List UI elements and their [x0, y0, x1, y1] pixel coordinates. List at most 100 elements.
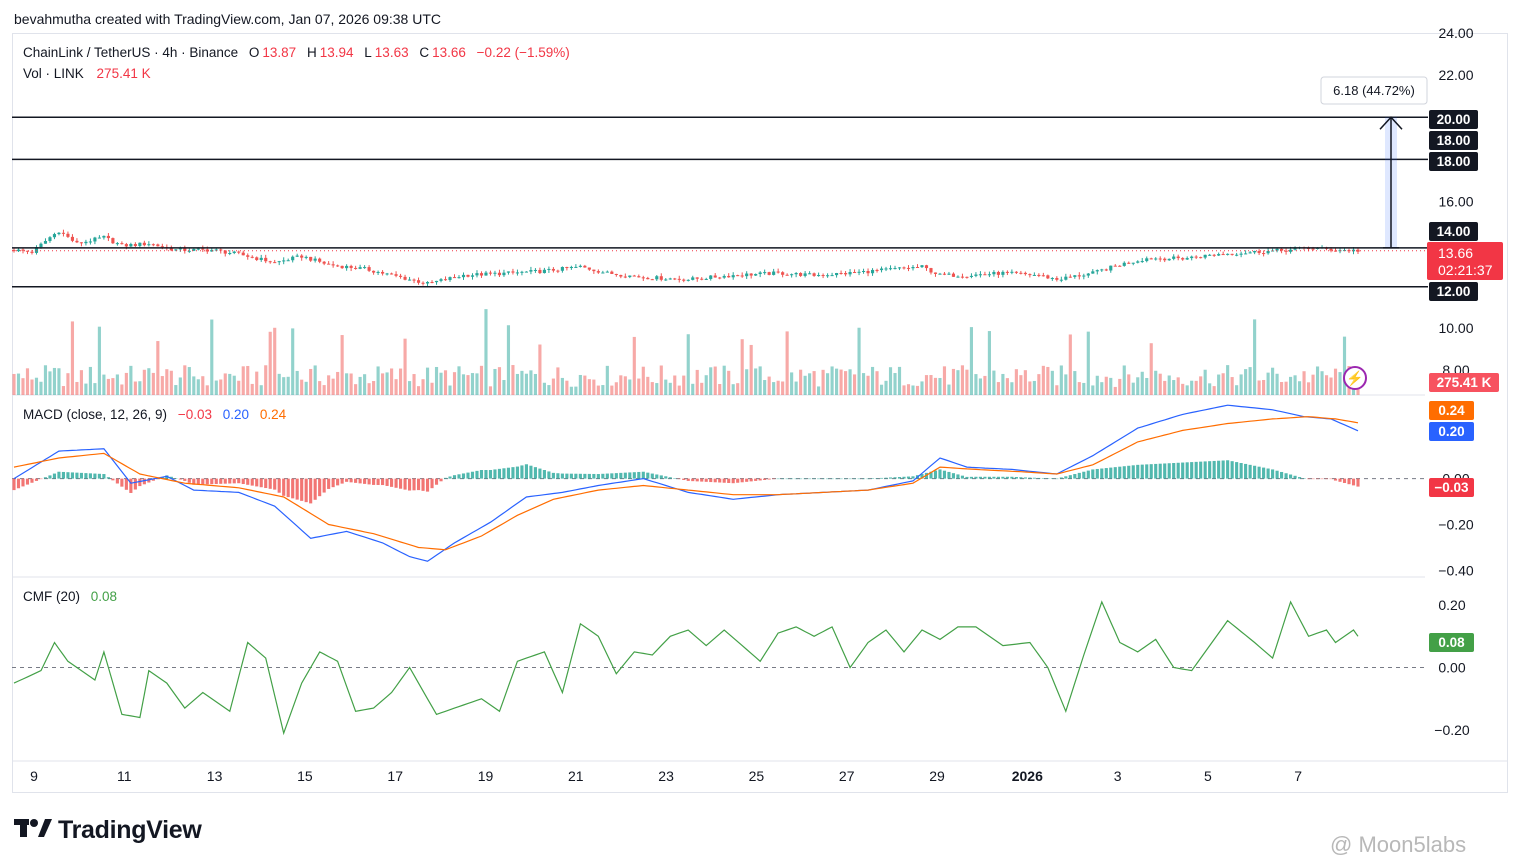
macd-hist-bar [560, 473, 564, 479]
volume-bar [111, 378, 115, 395]
macd-hist-bar [686, 478, 690, 481]
chart-frame[interactable] [12, 33, 1508, 793]
candle-body [156, 244, 160, 247]
macd-hist-bar [439, 478, 443, 482]
macd-hist-bar [835, 478, 839, 480]
candle-body [403, 276, 407, 280]
macd-hist-bar [794, 478, 798, 480]
macd-hist-bar [1226, 460, 1230, 479]
candle-body [1217, 254, 1221, 256]
candle-body [821, 275, 825, 277]
macd-hist-bar [304, 478, 308, 503]
volume-bar [1253, 319, 1257, 395]
candle-body [443, 279, 448, 281]
candle-body [857, 271, 861, 273]
macd-hist-bar [942, 470, 947, 479]
price-legend[interactable]: ChainLink / TetherUS · 4h · Binance O 13.… [23, 45, 573, 60]
candle-body [826, 275, 830, 277]
candle-body [844, 273, 848, 275]
candle-body [70, 236, 75, 241]
candle-body [942, 273, 947, 275]
volume-bar [924, 375, 929, 395]
macd-hist-bar [273, 478, 277, 490]
candle-body [920, 265, 924, 268]
candle-body [399, 275, 403, 277]
macd-hist-bar [1221, 460, 1225, 479]
macd-hist-bar [781, 478, 785, 480]
symbol-title[interactable]: ChainLink / TetherUS · 4h · Binance [23, 45, 239, 60]
volume-bar [196, 379, 200, 395]
macd-hist-bar [1257, 466, 1261, 479]
volume-bar [691, 383, 695, 395]
macd-hist-bar [812, 478, 816, 480]
macd-hist-bar [1059, 477, 1063, 479]
volume-bar [673, 375, 677, 395]
lightning-icon[interactable]: ⚡ [1343, 366, 1367, 390]
macd-hist-bar [1158, 463, 1162, 479]
volume-bar [430, 382, 434, 395]
macd-hist-bar [381, 478, 385, 486]
candle-body [75, 240, 79, 243]
macd-hist-bar [655, 474, 659, 479]
candle-body [1131, 262, 1135, 264]
macd-hist-bar [659, 475, 663, 479]
volume-bar [1019, 375, 1023, 395]
macd-hist-bar [120, 478, 124, 487]
candle-countdown: 02:21:37 [1438, 262, 1493, 278]
cmf-legend[interactable]: CMF (20) 0.08 [23, 589, 120, 604]
candle-body [668, 278, 672, 280]
candle-body [556, 270, 560, 272]
candle-body [255, 257, 259, 260]
volume-bar [875, 371, 879, 395]
volume-bar [987, 331, 991, 395]
macd-hist-bar [264, 478, 268, 489]
macd-hist-bar [808, 478, 812, 480]
candle-body [506, 271, 511, 273]
volume-bar [354, 384, 358, 395]
volume-bar [992, 370, 996, 395]
macd-hist-bar [124, 478, 128, 490]
macd-hist-bar [448, 476, 452, 479]
candle-body [704, 278, 708, 280]
axes-labels: 24.0022.0016.0010.008.000.00−0.20−0.400.… [30, 25, 1474, 784]
candle-body [475, 273, 479, 276]
macd-hist-bar [1266, 468, 1270, 479]
macd-hist-bar [736, 478, 740, 483]
candle-body [502, 272, 506, 276]
candle-body [394, 274, 398, 276]
candle-body [187, 250, 191, 252]
volume-bar [75, 381, 79, 395]
volume-legend[interactable]: Vol · LINK 275.41 K [23, 66, 154, 81]
price-axis-label: 16.00 [1438, 194, 1473, 210]
candle-body [673, 278, 677, 280]
macd-hist-bar [879, 477, 884, 479]
macd-hist-bar [1109, 467, 1113, 479]
volume-bar [475, 373, 479, 395]
macd-hist-bar [394, 478, 398, 488]
volume-bar [273, 327, 277, 395]
candle-body [655, 276, 659, 280]
macd-hist-bar [511, 467, 515, 479]
volume-bar [1302, 371, 1306, 395]
macd-hist-bar [965, 476, 969, 479]
volume-bar [969, 327, 973, 395]
volume-bar [619, 375, 623, 395]
candle-body [1023, 272, 1027, 275]
volume-bar [291, 328, 295, 395]
macd-hist-bar [1190, 462, 1194, 479]
macd-hist-bar [434, 478, 439, 485]
volume-bar [803, 375, 807, 395]
volume-bar [1158, 373, 1162, 395]
volume-bar [434, 366, 439, 395]
candle-body [951, 273, 956, 277]
candle-body [120, 243, 124, 245]
candle-body [574, 266, 578, 268]
candle-body [16, 249, 21, 252]
volume-bar [16, 373, 21, 395]
macd-hist-bar [574, 473, 578, 479]
candle-body [947, 273, 951, 275]
macd-legend[interactable]: MACD (close, 12, 26, 9) −0.03 0.20 0.24 [23, 407, 289, 422]
candle-body [1289, 249, 1293, 252]
macd-hist-bar [102, 474, 106, 479]
